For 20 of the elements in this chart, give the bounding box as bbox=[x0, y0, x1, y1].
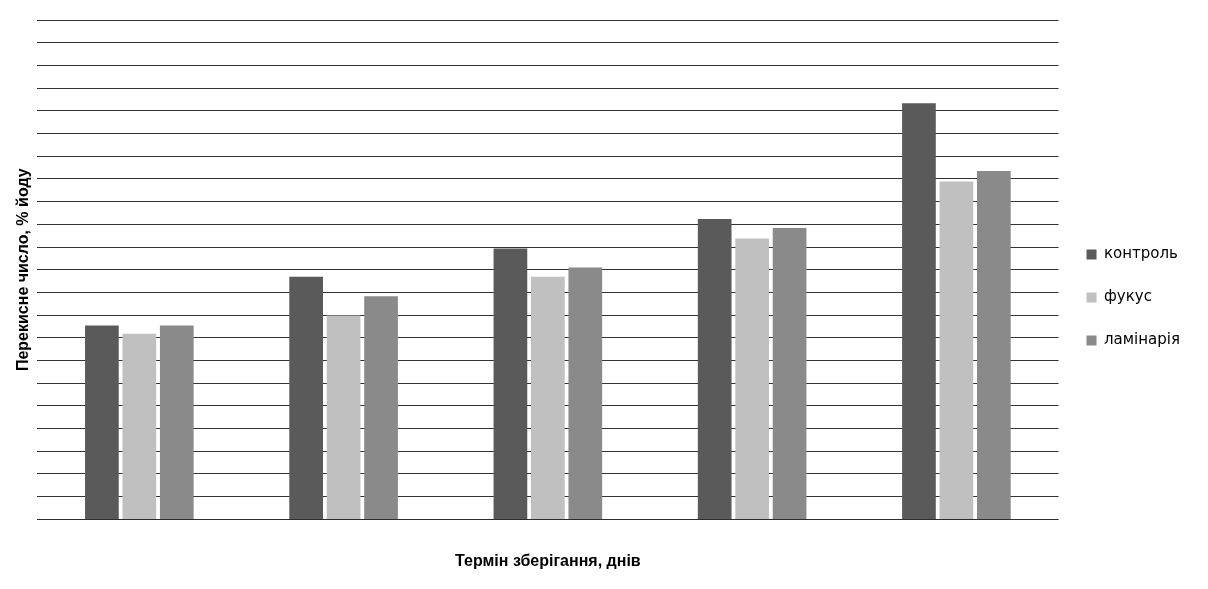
bar bbox=[772, 228, 807, 519]
bar bbox=[735, 238, 769, 519]
bar bbox=[85, 325, 119, 519]
legend-label: контроль bbox=[1104, 244, 1178, 263]
bar bbox=[697, 218, 732, 519]
bar bbox=[326, 315, 361, 519]
bar bbox=[902, 103, 936, 519]
bar bbox=[364, 296, 398, 519]
x-axis-title: Термін зберігання, днів bbox=[455, 551, 641, 569]
y-axis-title: Перекисне число, % йоду bbox=[14, 168, 32, 372]
bar bbox=[976, 171, 1011, 519]
bar bbox=[289, 276, 323, 519]
bar bbox=[531, 276, 565, 519]
legend-label: ламінарія bbox=[1104, 330, 1181, 349]
bar bbox=[122, 333, 157, 519]
bar bbox=[568, 267, 603, 519]
bar bbox=[493, 248, 528, 519]
bar bbox=[939, 181, 974, 519]
bar bbox=[159, 325, 194, 519]
legend-label: фукус bbox=[1104, 287, 1152, 306]
